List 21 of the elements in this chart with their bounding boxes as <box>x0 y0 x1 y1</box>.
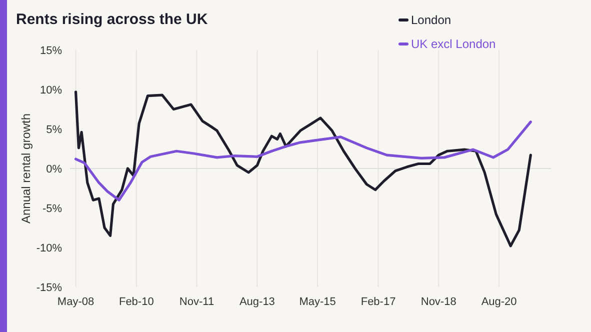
y-axis-title: Annual rental growth <box>19 113 33 224</box>
y-tick-label: 15% <box>40 44 62 57</box>
x-tick-label: Aug-13 <box>239 296 275 308</box>
legend-label: UK excl London <box>411 37 496 52</box>
legend-label: London <box>411 13 452 28</box>
y-tick-label: 5% <box>46 124 62 136</box>
y-tick-label: -10% <box>36 242 62 254</box>
x-tick-label: Aug-20 <box>481 296 517 308</box>
y-tick-label: -5% <box>42 202 62 215</box>
x-tick-label: Feb-17 <box>360 296 396 308</box>
x-tick-label: Nov-18 <box>420 296 456 308</box>
line-series <box>74 120 532 202</box>
chart-title: Rents rising across the UK <box>16 11 208 28</box>
y-tick-label: -15% <box>36 282 62 294</box>
x-tick-label: Nov-11 <box>179 296 214 308</box>
y-tick-label: 0% <box>46 163 62 176</box>
x-tick-label: May-15 <box>299 296 336 308</box>
x-tick-label: Feb-10 <box>118 296 154 308</box>
line-series <box>74 90 532 248</box>
x-tick-label: May-08 <box>57 296 94 308</box>
y-tick-label: 10% <box>40 84 62 96</box>
